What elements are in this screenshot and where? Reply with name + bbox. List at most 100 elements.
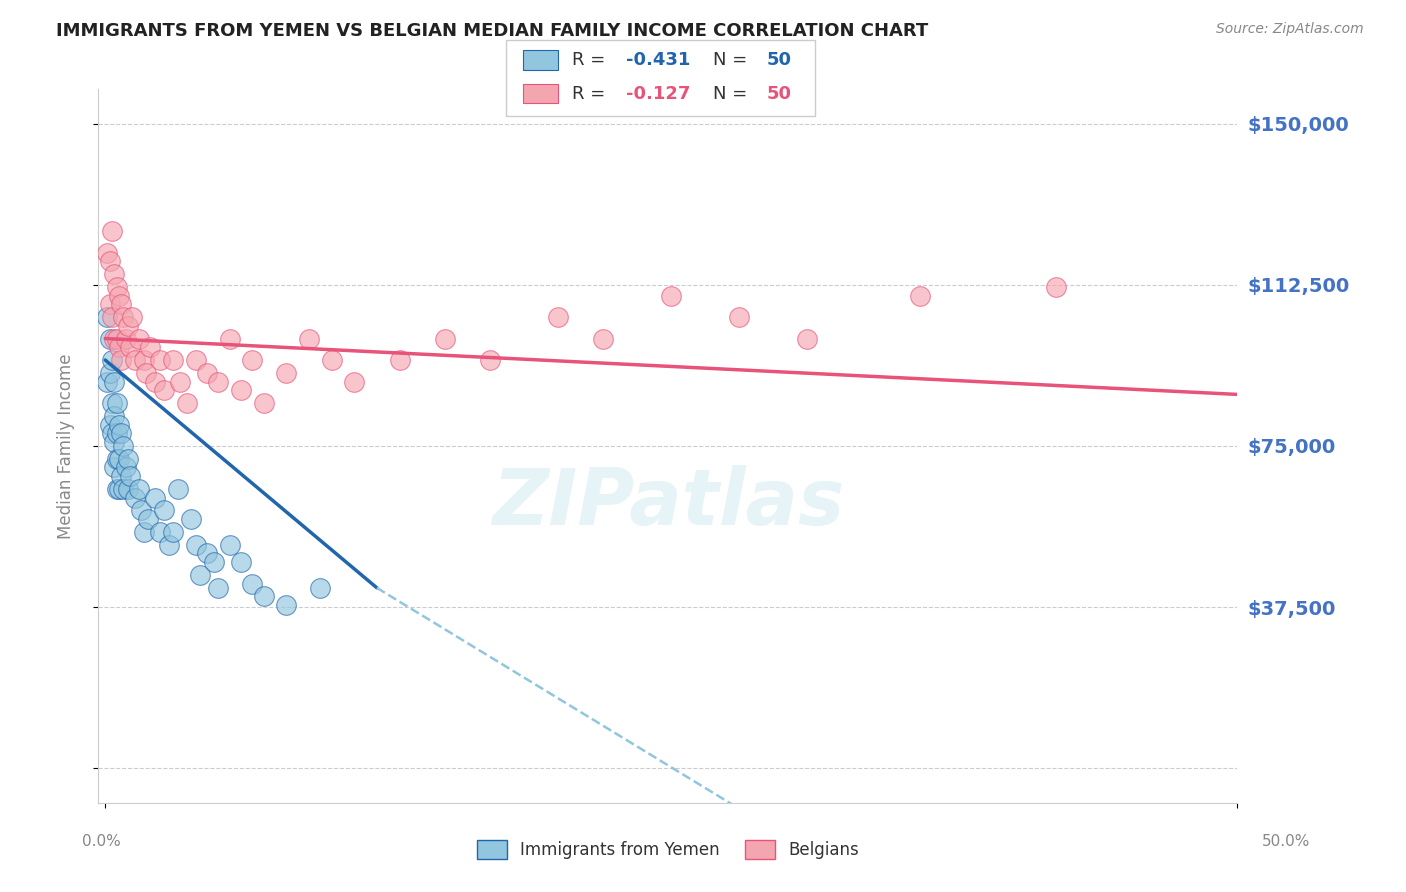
Point bbox=[184, 538, 207, 552]
Point bbox=[117, 318, 139, 333]
Point bbox=[114, 332, 136, 346]
Point bbox=[195, 366, 218, 380]
Point bbox=[96, 375, 118, 389]
Point bbox=[910, 288, 932, 302]
Point bbox=[131, 503, 153, 517]
Point bbox=[101, 353, 124, 368]
Point bbox=[153, 383, 176, 397]
Point bbox=[105, 451, 128, 466]
Text: N =: N = bbox=[713, 51, 752, 69]
Point bbox=[148, 353, 170, 368]
Text: IMMIGRANTS FROM YEMEN VS BELGIAN MEDIAN FAMILY INCOME CORRELATION CHART: IMMIGRANTS FROM YEMEN VS BELGIAN MEDIAN … bbox=[56, 22, 928, 40]
Point bbox=[124, 353, 146, 368]
Point bbox=[101, 396, 124, 410]
Point bbox=[184, 353, 207, 368]
Point bbox=[135, 366, 157, 380]
Point bbox=[166, 482, 188, 496]
Point bbox=[479, 353, 502, 368]
Text: -0.127: -0.127 bbox=[626, 85, 690, 103]
Point bbox=[98, 417, 121, 432]
Point bbox=[121, 310, 143, 324]
Point bbox=[253, 590, 276, 604]
Point bbox=[139, 340, 162, 354]
Text: -0.431: -0.431 bbox=[626, 51, 690, 69]
Point bbox=[547, 310, 569, 324]
Point bbox=[120, 469, 142, 483]
Point bbox=[276, 598, 298, 612]
Point bbox=[207, 375, 229, 389]
Point bbox=[343, 375, 366, 389]
Point bbox=[114, 460, 136, 475]
Point bbox=[132, 353, 155, 368]
Text: R =: R = bbox=[572, 85, 612, 103]
Point bbox=[728, 310, 751, 324]
Point bbox=[124, 491, 146, 505]
Point bbox=[110, 469, 132, 483]
Point bbox=[143, 491, 166, 505]
Text: 50.0%: 50.0% bbox=[1263, 834, 1310, 849]
Point bbox=[169, 375, 191, 389]
Point bbox=[98, 366, 121, 380]
Point bbox=[103, 375, 125, 389]
Text: N =: N = bbox=[713, 85, 752, 103]
Point bbox=[112, 482, 135, 496]
Point bbox=[162, 524, 184, 539]
Point bbox=[98, 332, 121, 346]
Text: 50: 50 bbox=[766, 85, 792, 103]
Text: ZIPatlas: ZIPatlas bbox=[492, 465, 844, 541]
Point bbox=[309, 581, 332, 595]
Point bbox=[433, 332, 456, 346]
Point bbox=[321, 353, 343, 368]
Point bbox=[157, 538, 180, 552]
Point bbox=[298, 332, 321, 346]
Point bbox=[229, 383, 252, 397]
Point bbox=[153, 503, 176, 517]
Text: R =: R = bbox=[572, 51, 612, 69]
Point bbox=[207, 581, 229, 595]
Point bbox=[176, 396, 198, 410]
Point bbox=[103, 434, 125, 449]
Point bbox=[112, 439, 135, 453]
Y-axis label: Median Family Income: Median Family Income bbox=[56, 353, 75, 539]
Point bbox=[117, 482, 139, 496]
Point bbox=[101, 426, 124, 441]
Text: 50: 50 bbox=[766, 51, 792, 69]
Point bbox=[162, 353, 184, 368]
Point bbox=[128, 332, 150, 346]
Point bbox=[242, 576, 264, 591]
Point bbox=[110, 297, 132, 311]
Point bbox=[107, 451, 129, 466]
Point bbox=[105, 280, 128, 294]
Point bbox=[218, 538, 240, 552]
Point bbox=[592, 332, 614, 346]
Point bbox=[101, 224, 124, 238]
Point bbox=[107, 288, 129, 302]
Point bbox=[112, 310, 135, 324]
Point bbox=[105, 482, 128, 496]
Point bbox=[107, 340, 129, 354]
Point bbox=[107, 482, 129, 496]
Point bbox=[101, 310, 124, 324]
Point bbox=[105, 426, 128, 441]
Point bbox=[218, 332, 240, 346]
Point bbox=[103, 409, 125, 423]
Point bbox=[103, 267, 125, 281]
Point bbox=[98, 254, 121, 268]
Point bbox=[276, 366, 298, 380]
Point bbox=[110, 426, 132, 441]
Point bbox=[180, 512, 202, 526]
Point bbox=[117, 451, 139, 466]
Point bbox=[136, 512, 159, 526]
Text: 0.0%: 0.0% bbox=[82, 834, 121, 849]
Point bbox=[1045, 280, 1067, 294]
Point bbox=[105, 396, 128, 410]
Point bbox=[132, 524, 155, 539]
Point bbox=[105, 332, 128, 346]
Point bbox=[96, 245, 118, 260]
Point bbox=[103, 332, 125, 346]
Legend: Immigrants from Yemen, Belgians: Immigrants from Yemen, Belgians bbox=[470, 834, 866, 866]
Point bbox=[110, 353, 132, 368]
Point bbox=[253, 396, 276, 410]
Point bbox=[143, 375, 166, 389]
Point bbox=[107, 417, 129, 432]
